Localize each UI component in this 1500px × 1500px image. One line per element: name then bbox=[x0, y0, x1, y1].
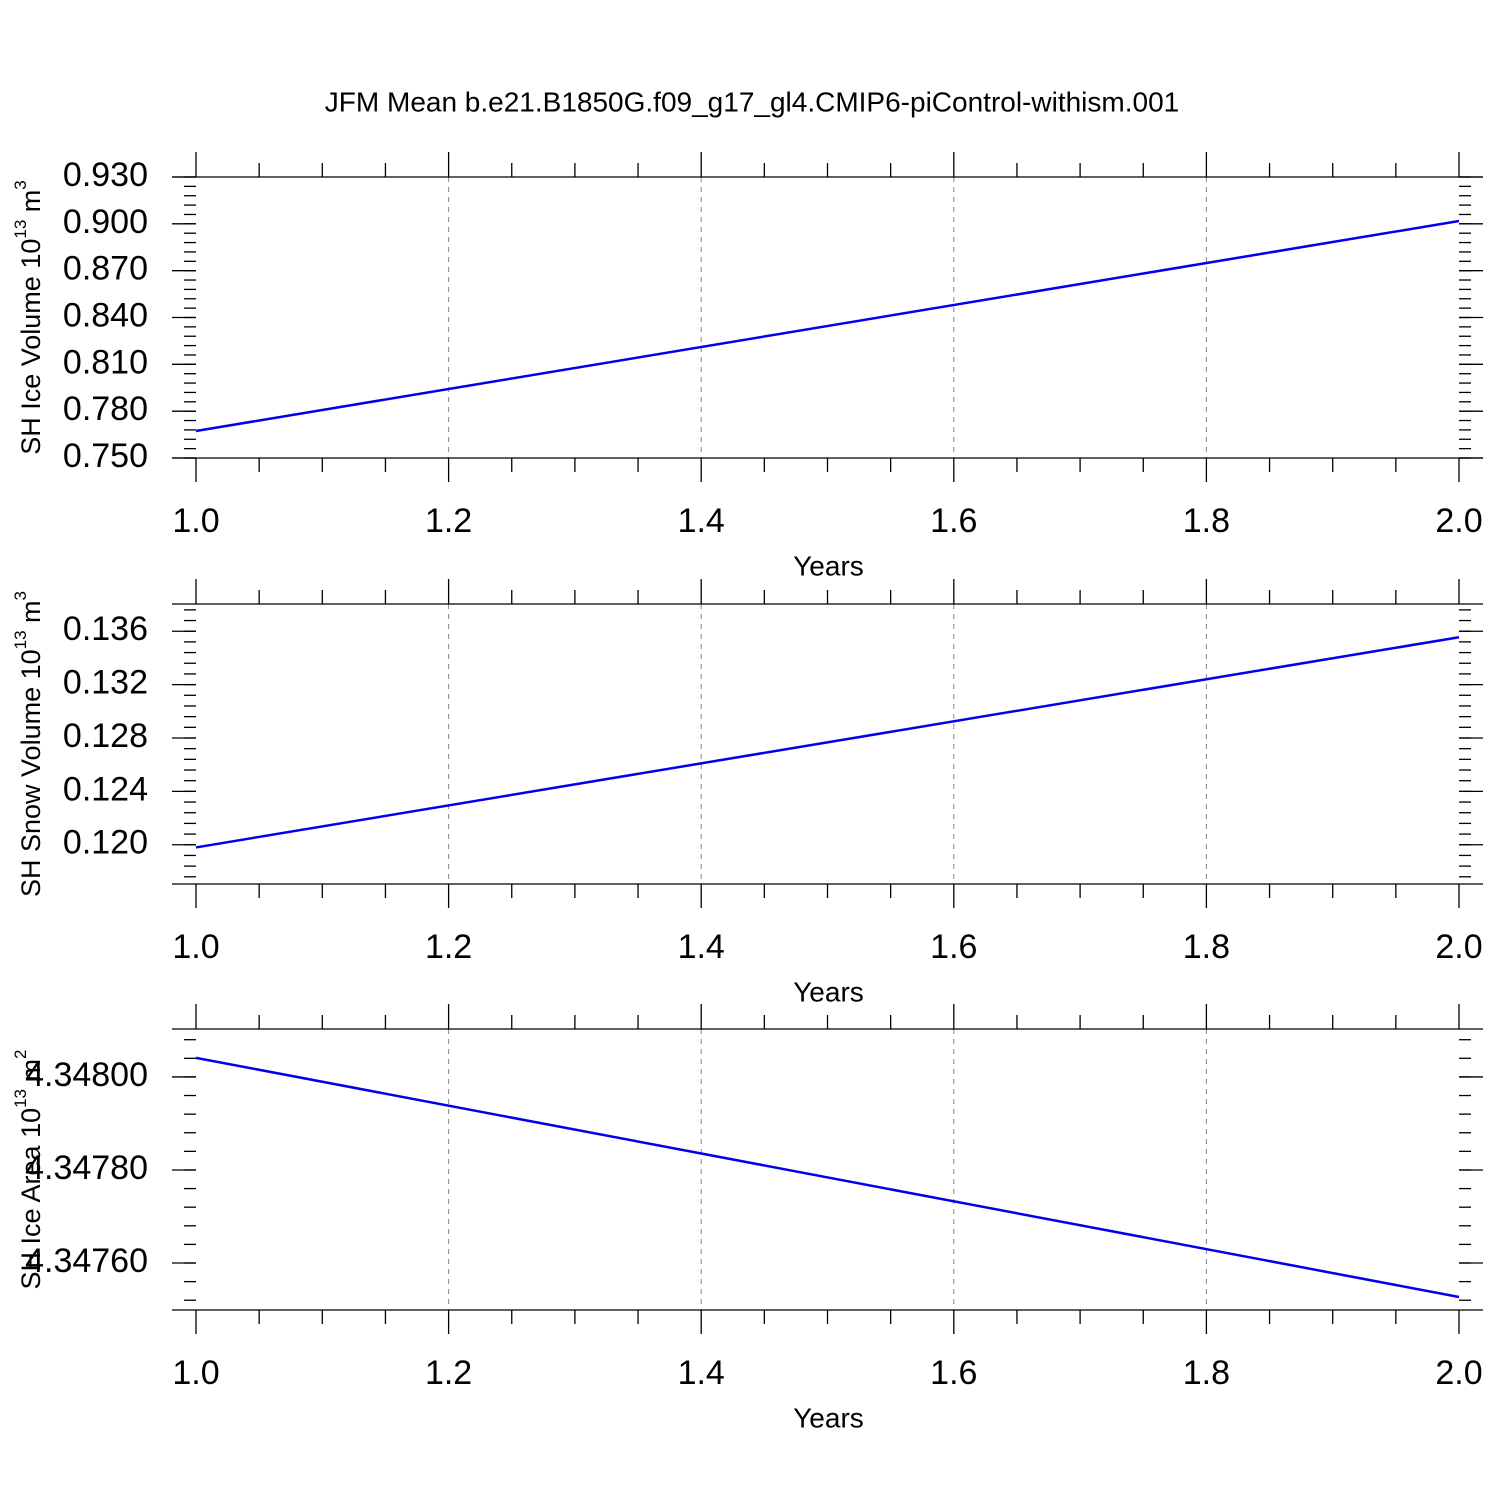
x-tick-label: 1.4 bbox=[678, 502, 725, 540]
y-axis-label-part: 13 bbox=[11, 1089, 30, 1108]
figure-title: JFM Mean b.e21.B1850G.f09_g17_gl4.CMIP6-… bbox=[325, 86, 1179, 117]
y-axis-label-space bbox=[16, 623, 46, 631]
x-axis-label: Years bbox=[793, 1402, 864, 1433]
x-tick-label: 1.6 bbox=[930, 928, 977, 966]
x-tick-label: 1.0 bbox=[172, 928, 219, 966]
y-tick-label: 0.900 bbox=[63, 203, 148, 241]
data-line bbox=[195, 635, 1460, 849]
y-tick-label: 4.34800 bbox=[25, 1056, 148, 1094]
y-tick-label: 4.34780 bbox=[25, 1149, 148, 1187]
y-tick-label: 0.136 bbox=[63, 610, 148, 648]
x-tick-label: 1.0 bbox=[172, 1354, 219, 1392]
y-axis-label-part: m bbox=[16, 600, 46, 623]
data-line bbox=[195, 1056, 1460, 1299]
y-axis-label-part: m bbox=[16, 190, 46, 213]
y-tick-label: 0.810 bbox=[63, 343, 148, 381]
y-axis-label-part: SH Ice Area 10 bbox=[16, 1108, 46, 1290]
y-axis-label: SH Snow Volume 1013 m3 bbox=[11, 591, 46, 897]
y-tick-label: 0.930 bbox=[63, 156, 148, 194]
x-tick-label: 2.0 bbox=[1435, 1354, 1482, 1392]
x-tick-label: 1.6 bbox=[930, 1354, 977, 1392]
x-tick-label: 1.2 bbox=[425, 928, 472, 966]
y-axis-label: SH Ice Area 1013 m2 bbox=[11, 1049, 46, 1289]
y-tick-label: 4.34760 bbox=[25, 1242, 148, 1280]
x-axis-label: Years bbox=[793, 976, 864, 1007]
y-tick-label: 0.870 bbox=[63, 250, 148, 288]
y-axis-label-part: 13 bbox=[11, 220, 30, 239]
x-tick-label: 1.8 bbox=[1183, 1354, 1230, 1392]
x-tick-label: 2.0 bbox=[1435, 928, 1482, 966]
y-tick-label: 0.128 bbox=[63, 717, 148, 755]
y-axis-label-part: SH Snow Volume 10 bbox=[16, 649, 46, 897]
y-tick-label: 0.132 bbox=[63, 664, 148, 702]
x-tick-label: 1.8 bbox=[1183, 928, 1230, 966]
y-axis-label-part: m bbox=[16, 1059, 46, 1082]
data-line bbox=[195, 219, 1460, 433]
x-tick-label: 2.0 bbox=[1435, 502, 1482, 540]
y-tick-label: 0.780 bbox=[63, 390, 148, 428]
y-axis-label-part: 2 bbox=[11, 1049, 30, 1058]
y-axis-label: SH Ice Volume 1013 m3 bbox=[11, 180, 46, 455]
x-tick-label: 1.4 bbox=[678, 928, 725, 966]
y-tick-label: 0.120 bbox=[63, 824, 148, 862]
x-axis-label: Years bbox=[793, 550, 864, 581]
y-axis-label-part: 3 bbox=[11, 180, 30, 189]
y-axis-label-space bbox=[16, 1081, 46, 1089]
y-axis-label-space bbox=[16, 212, 46, 220]
y-tick-label: 0.840 bbox=[63, 296, 148, 334]
y-tick-label: 0.750 bbox=[63, 437, 148, 475]
x-tick-label: 1.2 bbox=[425, 1354, 472, 1392]
x-tick-label: 1.2 bbox=[425, 502, 472, 540]
x-tick-label: 1.0 bbox=[172, 502, 219, 540]
x-tick-label: 1.4 bbox=[678, 1354, 725, 1392]
x-tick-label: 1.6 bbox=[930, 502, 977, 540]
y-axis-label-part: 13 bbox=[11, 630, 30, 649]
y-tick-label: 0.124 bbox=[63, 770, 148, 808]
y-axis-label-part: SH Ice Volume 10 bbox=[16, 239, 46, 455]
x-tick-label: 1.8 bbox=[1183, 502, 1230, 540]
y-axis-label-part: 3 bbox=[11, 591, 30, 600]
